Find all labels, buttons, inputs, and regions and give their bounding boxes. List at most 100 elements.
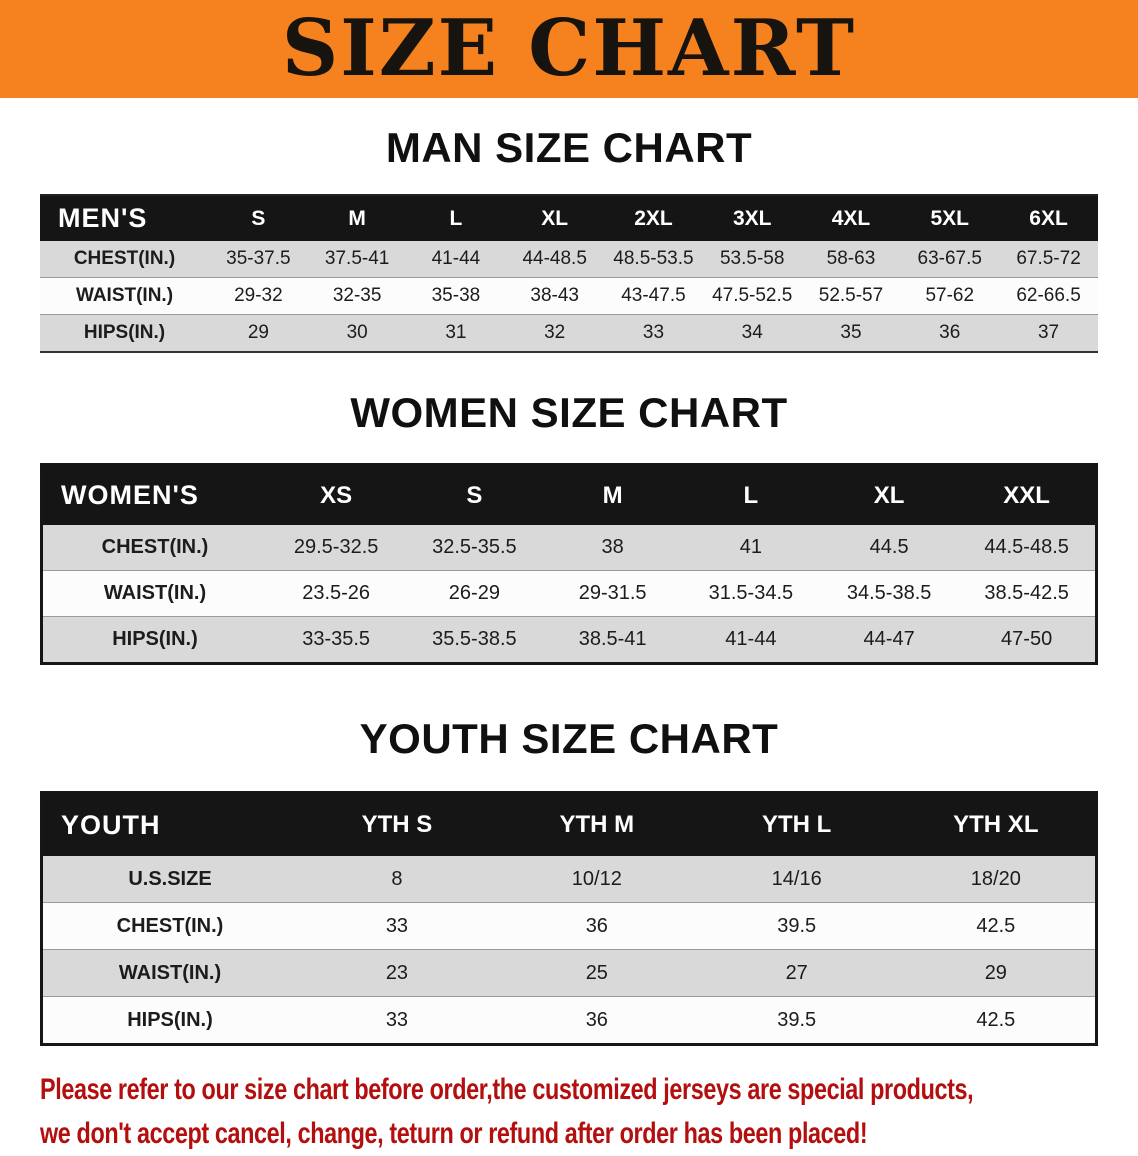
size-value-cell: 18/20 bbox=[970, 867, 1021, 890]
size-value-cell: 33 bbox=[385, 1008, 409, 1031]
size-value-cell: 8 bbox=[391, 867, 403, 890]
size-value-cell: 47.5-52.5 bbox=[712, 285, 793, 306]
youth-section-heading: YOUTH SIZE CHART bbox=[359, 715, 779, 762]
size-value-cell: 41-44 bbox=[431, 248, 481, 269]
size-value-cell: 44.5-48.5 bbox=[984, 536, 1069, 558]
size-value-cell: 36 bbox=[585, 1008, 608, 1031]
size-value-cell: 35-38 bbox=[431, 285, 481, 306]
table-row: HIPS(IN.) 33 36 39.5 42.5 bbox=[41, 996, 1097, 1045]
size-value-cell: 33 bbox=[385, 914, 409, 937]
page-title: SIZE CHART bbox=[281, 3, 857, 94]
size-value-cell: 30 bbox=[346, 322, 368, 343]
measurement-row-label: WAIST(IN.) bbox=[118, 961, 222, 984]
measurement-row-label: CHEST(IN.) bbox=[116, 914, 224, 937]
men-table-body: CHEST(IN.) 35-37.5 37.5-41 41-44 44-48.5 48.5… bbox=[40, 241, 1098, 352]
measurement-row-label: U.S.SIZE bbox=[128, 867, 212, 890]
size-column-header: 6XL bbox=[999, 195, 1098, 241]
size-value-cell: 41-44 bbox=[725, 628, 777, 650]
size-value-cell: 31 bbox=[445, 322, 467, 343]
size-column-header: YTH S bbox=[297, 792, 497, 856]
size-value-cell: 35-37.5 bbox=[226, 248, 291, 269]
men-section-heading: MAN SIZE CHART bbox=[385, 124, 753, 171]
measurement-row-label: HIPS(IN.) bbox=[112, 628, 198, 650]
size-value-cell: 33 bbox=[642, 322, 665, 343]
size-column-header: YTH L bbox=[696, 792, 897, 856]
size-value-cell: 33-35.5 bbox=[302, 628, 371, 650]
size-value-cell: 37.5-41 bbox=[324, 248, 390, 269]
table-corner-label: YOUTH bbox=[41, 792, 297, 856]
size-value-cell: 29 bbox=[984, 961, 1007, 984]
size-value-cell: 25 bbox=[585, 961, 608, 984]
table-row: CHEST(IN.) 35-37.5 37.5-41 41-44 44-48.5 48.5… bbox=[40, 241, 1098, 278]
men-size-table: MEN'S S M L XL 2XL 3XL 4XL 5XL 6XL CHEST(IN.) 35-3… bbox=[40, 194, 1098, 353]
size-column-header: M bbox=[307, 195, 407, 241]
size-value-cell: 44-47 bbox=[863, 628, 915, 650]
size-value-cell: 39.5 bbox=[777, 1008, 817, 1031]
measurement-row-label: HIPS(IN.) bbox=[127, 1008, 213, 1031]
size-column-header: M bbox=[543, 464, 682, 525]
size-value-cell: 27 bbox=[785, 961, 808, 984]
size-column-header: 5XL bbox=[900, 195, 1000, 241]
size-column-header: S bbox=[405, 464, 544, 525]
footer-note-line-2: we don't accept cancel, change, teturn o… bbox=[40, 1117, 868, 1150]
table-row: CHEST(IN.) 33 36 39.5 42.5 bbox=[41, 902, 1097, 950]
size-value-cell: 47-50 bbox=[1001, 628, 1053, 650]
measurement-row-label: CHEST(IN.) bbox=[73, 248, 176, 269]
table-row: CHEST(IN.) 29.5-32.5 32.5-35.5 38 41 44.5 44.5… bbox=[41, 525, 1097, 571]
size-column-header: YTH M bbox=[496, 792, 697, 856]
size-column-header: XS bbox=[267, 464, 406, 525]
size-value-cell: 58-63 bbox=[826, 248, 876, 269]
size-value-cell: 44-48.5 bbox=[522, 248, 587, 269]
women-table-header-row: WOMEN'S XS S M L XL XXL bbox=[41, 464, 1097, 525]
measurement-row-label: WAIST(IN.) bbox=[75, 285, 174, 306]
size-value-cell: 38.5-42.5 bbox=[984, 582, 1069, 604]
women-size-table: WOMEN'S XS S M L XL XXL CHEST(IN.) 29.5-32.5 32.… bbox=[40, 463, 1098, 665]
measurement-row-label: HIPS(IN.) bbox=[83, 322, 166, 343]
size-value-cell: 31.5-34.5 bbox=[708, 582, 794, 604]
size-value-cell: 35.5-38.5 bbox=[432, 628, 517, 650]
size-value-cell: 36 bbox=[585, 914, 608, 937]
size-column-header: XXL bbox=[958, 464, 1097, 525]
size-column-header: L bbox=[406, 195, 506, 241]
size-value-cell: 38-43 bbox=[530, 285, 579, 306]
size-value-cell: 42.5 bbox=[976, 1008, 1016, 1031]
size-value-cell: 39.5 bbox=[777, 914, 817, 937]
size-column-header: S bbox=[209, 195, 308, 241]
footer-note: Please refer to our size chart before or… bbox=[40, 1068, 1138, 1156]
men-size-section: MAN SIZE CHART MEN'S S M L XL 2XL 3XL 4XL 5XL 6XL… bbox=[0, 98, 1138, 353]
size-column-header: XL bbox=[820, 464, 959, 525]
size-value-cell: 41 bbox=[739, 536, 762, 558]
women-size-section: WOMEN SIZE CHART WOMEN'S XS S M L XL XXL CHEST… bbox=[0, 353, 1138, 665]
footer-note-line-1: Please refer to our size chart before or… bbox=[40, 1073, 974, 1106]
size-value-cell: 34.5-38.5 bbox=[846, 582, 932, 604]
size-value-cell: 43-47.5 bbox=[621, 285, 686, 306]
measurement-row-label: WAIST(IN.) bbox=[103, 582, 207, 604]
size-value-cell: 10/12 bbox=[571, 867, 622, 890]
size-value-cell: 42.5 bbox=[976, 914, 1016, 937]
size-value-cell: 38.5-41 bbox=[578, 628, 647, 650]
banner: SIZE CHART bbox=[0, 0, 1138, 98]
size-value-cell: 34 bbox=[741, 322, 763, 343]
size-value-cell: 37 bbox=[1037, 322, 1060, 343]
youth-size-table: YOUTH YTH S YTH M YTH L YTH XL U.S.SIZE 8 10/1… bbox=[40, 791, 1098, 1046]
measurement-row-label: CHEST(IN.) bbox=[101, 536, 209, 558]
size-value-cell: 32-35 bbox=[332, 285, 382, 306]
size-value-cell: 32 bbox=[544, 322, 566, 343]
size-value-cell: 38 bbox=[601, 536, 624, 558]
size-value-cell: 57-62 bbox=[925, 285, 975, 306]
size-column-header: YTH XL bbox=[896, 792, 1097, 856]
size-column-header: 2XL bbox=[604, 195, 703, 241]
table-corner-label: WOMEN'S bbox=[41, 464, 267, 525]
table-row: U.S.SIZE 8 10/12 14/16 18/20 bbox=[41, 856, 1097, 903]
size-value-cell: 48.5-53.5 bbox=[613, 248, 694, 269]
size-column-header: XL bbox=[505, 195, 605, 241]
size-value-cell: 14/16 bbox=[771, 867, 822, 890]
size-column-header: 4XL bbox=[801, 195, 901, 241]
size-value-cell: 29-31.5 bbox=[578, 582, 647, 604]
size-value-cell: 26-29 bbox=[448, 582, 500, 604]
size-value-cell: 32.5-35.5 bbox=[432, 536, 517, 558]
women-section-heading: WOMEN SIZE CHART bbox=[350, 389, 788, 436]
size-value-cell: 29.5-32.5 bbox=[293, 536, 379, 558]
youth-table-header-row: YOUTH YTH S YTH M YTH L YTH XL bbox=[41, 792, 1097, 856]
table-row: WAIST(IN.) 23 25 27 29 bbox=[41, 949, 1097, 997]
